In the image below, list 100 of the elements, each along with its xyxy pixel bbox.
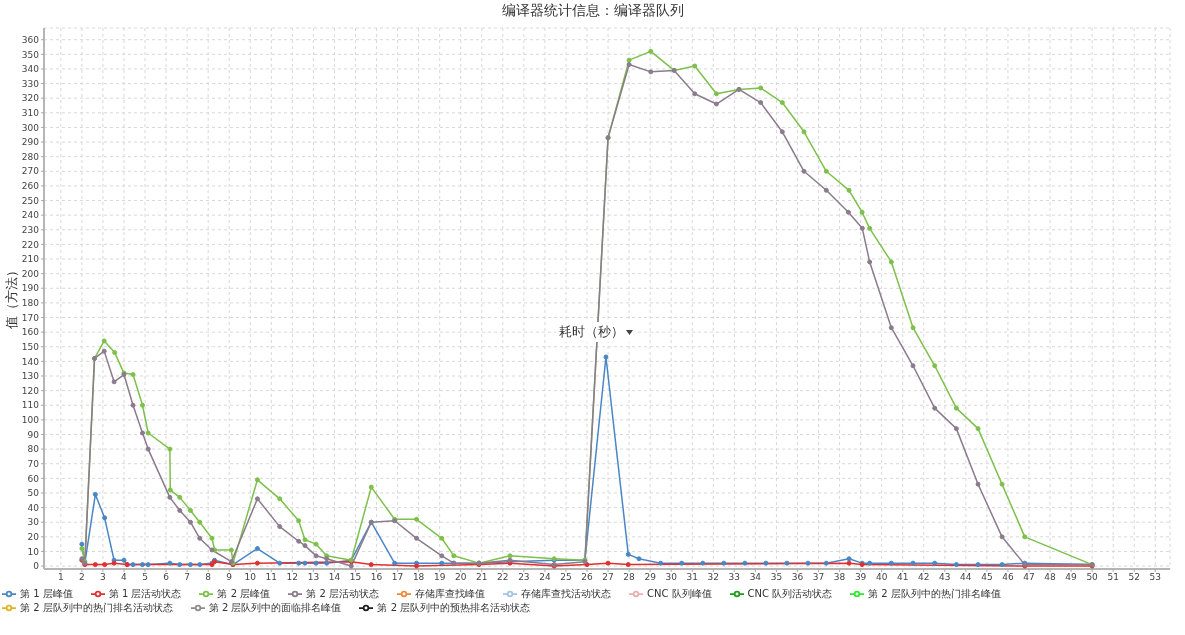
y-axis-title: 值（方法） [3,263,20,329]
y-tick-label: 220 [21,239,40,250]
y-tick-label: 130 [21,371,40,382]
y-tick-label: 290 [21,137,40,148]
x-tick-label: 24 [539,572,551,583]
x-tick-label: 23 [518,572,530,583]
x-tick-label: 4 [121,572,128,583]
x-tick-label: 14 [328,572,341,583]
legend-label: 第 2 层队列中的预热排名活动状态 [377,602,531,613]
y-tick-label: 200 [21,268,40,279]
x-tick-label: 52 [1128,572,1140,583]
x-tick-label: 46 [1002,572,1014,583]
legend-label: CNC 队列峰值 [646,588,712,599]
x-tick-label: 28 [623,572,636,583]
x-tick-label: 53 [1149,572,1161,583]
x-tick-label: 36 [791,572,804,583]
legend-label: 第 2 层队列中的面临排名峰值 [208,602,342,613]
x-tick-label: 34 [749,572,762,583]
y-tick-label: 210 [21,254,40,265]
x-tick-label: 12 [286,572,299,583]
y-tick-label: 350 [21,49,40,60]
x-tick-label: 50 [1086,572,1099,583]
y-tick-label: 0 [33,561,40,572]
x-tick-label: 15 [349,572,362,583]
y-tick-label: 170 [21,312,40,323]
y-tick-label: 260 [21,181,40,192]
x-tick-label: 40 [875,572,888,583]
x-tick-label: 9 [226,572,233,583]
x-tick-label: 13 [307,572,320,583]
y-tick-label: 270 [21,166,40,177]
x-tick-label: 35 [770,572,783,583]
x-tick-label: 7 [184,572,190,583]
x-tick-label: 20 [455,572,467,583]
legend-label: 第 1 层峰值 [20,588,73,599]
legend-label: 存储库查找活动状态 [520,588,611,599]
x-tick-label: 42 [918,572,930,583]
x-tick-label: 5 [142,572,148,583]
y-tick-label: 240 [21,210,40,221]
y-tick-label: 360 [21,34,40,45]
y-tick-label: 20 [27,532,40,543]
x-tick-label: 26 [581,572,594,583]
y-tick-label: 340 [21,64,40,75]
x-tick-label: 10 [244,572,257,583]
x-axis-title: 耗时（秒） [559,323,624,341]
legend-label: 第 2 层队列中的热门排名活动状态 [20,602,173,613]
x-tick-label: 37 [812,572,825,583]
x-tick-label: 47 [1023,572,1035,583]
x-tick-label: 48 [1044,572,1057,583]
y-tick-label: 120 [21,385,40,396]
y-tick-label: 30 [27,517,40,528]
x-tick-label: 18 [412,572,425,583]
x-tick-label: 32 [707,572,720,583]
x-tick-label: 45 [981,572,993,583]
y-tick-label: 60 [27,473,40,484]
chart-title: 编译器统计信息：编译器队列 [500,2,685,20]
y-tick-label: 110 [21,400,40,411]
y-tick-label: 180 [21,298,40,309]
legend-label: 第 2 层活动状态 [306,588,379,599]
y-tick-label: 10 [27,546,40,557]
x-tick-label: 25 [560,572,572,583]
legend-label: CNC 队列活动状态 [747,588,833,599]
y-tick-label: 330 [21,78,40,89]
x-tick-label: 11 [265,572,278,583]
y-tick-label: 250 [21,195,40,206]
x-tick-label: 41 [896,572,909,583]
y-tick-label: 70 [27,458,40,469]
x-tick-label: 51 [1107,572,1119,583]
x-tick-label: 21 [476,572,488,583]
y-tick-label: 150 [21,341,40,352]
y-tick-label: 190 [21,283,40,294]
x-tick-label: 27 [602,572,614,583]
x-tick-label: 16 [370,572,383,583]
x-tick-label: 8 [205,572,212,583]
x-tick-label: 38 [833,572,846,583]
x-tick-label: 49 [1065,572,1078,583]
x-tick-label: 43 [939,572,951,583]
x-tick-label: 31 [686,572,698,583]
y-tick-label: 80 [27,444,40,455]
x-tick-label: 22 [497,572,509,583]
x-tick-label: 44 [960,572,972,583]
y-tick-label: 300 [21,122,40,133]
x-tick-label: 19 [433,572,446,583]
x-tick-label: 30 [665,572,678,583]
y-tick-label: 280 [21,151,40,162]
y-tick-label: 230 [21,224,40,235]
y-tick-label: 40 [27,502,40,513]
y-tick-label: 50 [27,488,40,499]
x-tick-label: 33 [728,572,741,583]
x-tick-label: 1 [57,572,64,583]
legend-label: 第 2 层队列中的热门排名峰值 [868,588,1001,599]
x-tick-label: 39 [854,572,867,583]
y-tick-label: 90 [27,429,40,440]
legend-label: 第 2 层峰值 [217,588,271,599]
x-tick-label: 2 [79,572,85,583]
x-tick-label: 29 [644,572,657,583]
legend-label: 第 1 层活动状态 [108,588,182,599]
y-tick-label: 140 [21,356,40,367]
y-tick-label: 310 [21,108,40,118]
y-tick-label: 320 [21,93,40,104]
x-tick-label: 3 [100,572,106,583]
